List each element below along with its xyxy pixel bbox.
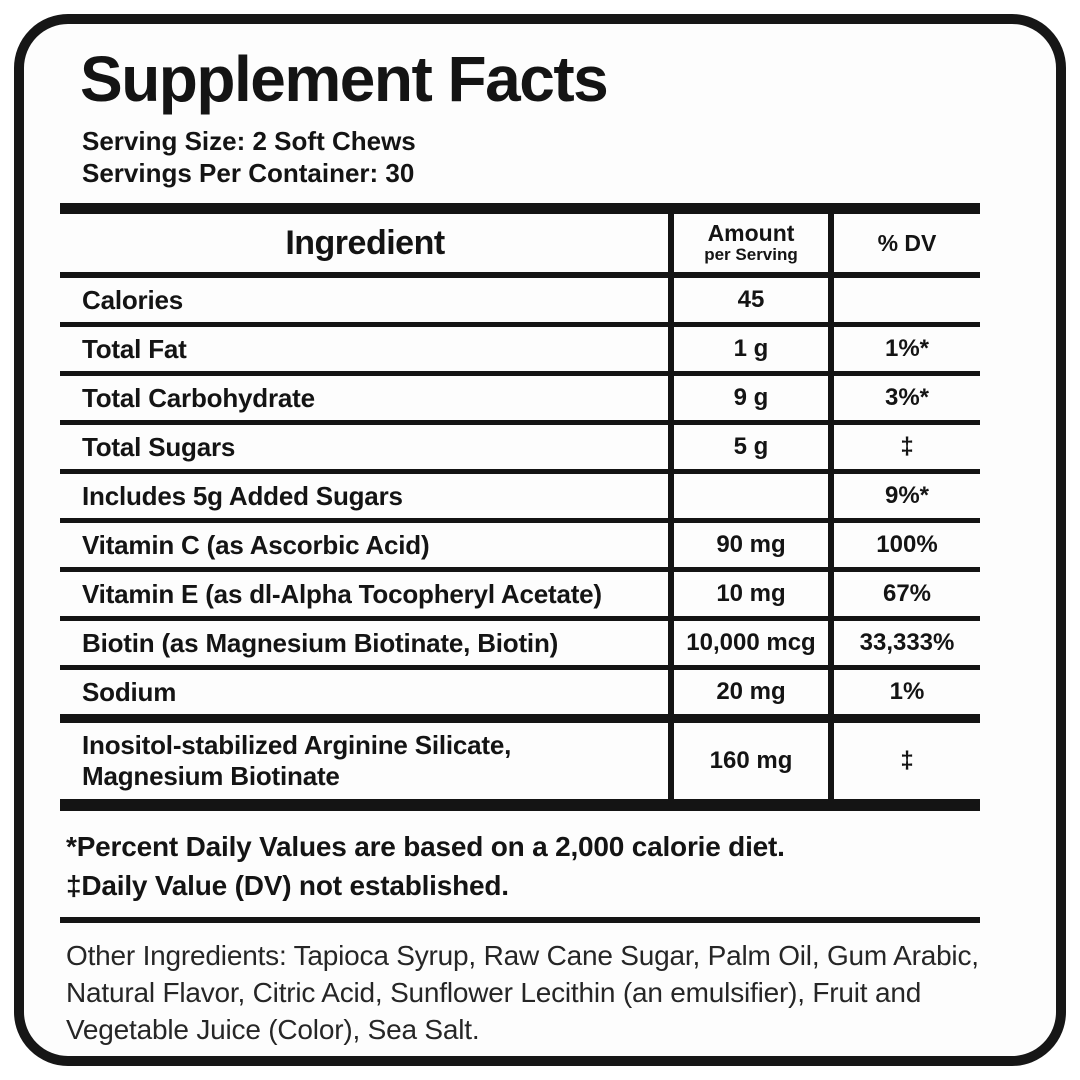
other-ingredients-text: Other Ingredients: Tapioca Syrup, Raw Ca… [66,940,979,1046]
ingredient-name: Includes 5g Added Sugars [82,480,403,511]
table-row-added-sugars: Includes 5g Added Sugars 9%* [60,474,980,518]
row-divider [60,616,980,622]
footnote-daily-values: *Percent Daily Values are based on a 2,0… [66,831,785,863]
column-divider-1 [668,203,674,812]
amount-value: 20 mg [716,678,786,706]
col-header-dv: % DV [877,229,937,256]
row-divider [60,272,980,279]
ingredient-name: Total Sugars [82,431,236,462]
ingredient-name: Total Carbohydrate [82,382,315,413]
table-row-total-fat: Total Fat 1 g 1%* [60,327,980,371]
serving-info: Serving Size: 2 Soft Chews Servings Per … [82,125,1056,189]
row-divider-heavy [60,714,980,724]
footnotes: *Percent Daily Values are based on a 2,0… [66,827,966,905]
column-divider-2 [828,203,834,812]
col-header-amount-sub: per Serving [704,245,798,265]
amount-value: 10,000 mcg [686,629,816,657]
ingredient-name: Total Fat [82,333,187,364]
table-bottom-bar [60,799,980,812]
dv-value: ‡ [900,747,914,775]
col-header-amount-top: Amount [707,220,795,247]
dv-value [834,278,980,322]
dv-value: 67% [882,580,932,608]
ingredient-name: Biotin (as Magnesium Biotinate, Biotin) [82,627,559,658]
serving-size: Serving Size: 2 Soft Chews [82,126,416,157]
ingredient-name: Calories [82,284,184,315]
dv-value: 100% [876,531,938,559]
table-row-vitamin-e: Vitamin E (as dl-Alpha Tocopheryl Acetat… [60,572,980,616]
servings-per-container: Servings Per Container: 30 [82,158,415,189]
dv-value: 3%* [884,384,930,412]
ingredient-name: Vitamin E (as dl-Alpha Tocopheryl Acetat… [82,578,602,609]
supplement-facts-table: Ingredient Amount per Serving % DV Calor… [60,203,980,812]
table-row-calories: Calories 45 [60,278,980,322]
amount-value: 5 g [733,433,769,461]
row-divider [60,665,980,671]
row-divider [60,567,980,573]
dv-value: 1%* [884,335,930,363]
row-divider [60,420,980,426]
supplement-facts-label: Supplement Facts Serving Size: 2 Soft Ch… [14,14,1066,1066]
row-divider [60,371,980,377]
amount-value: 160 mg [709,747,793,775]
amount-value [674,474,828,518]
dv-value: ‡ [900,433,914,461]
row-divider [60,518,980,524]
amount-value: 9 g [733,384,769,412]
ingredient-name: Vitamin C (as Ascorbic Acid) [82,529,430,560]
table-row-total-sugars: Total Sugars 5 g ‡ [60,425,980,469]
ingredient-name: Sodium [82,676,177,707]
footnote-divider [60,917,980,924]
amount-value: 10 mg [716,580,786,608]
dv-value: 33,333% [859,629,955,657]
row-divider [60,322,980,328]
footnote-dv-not-established: ‡Daily Value (DV) not established. [66,870,509,902]
table-header-row: Ingredient Amount per Serving % DV [60,214,980,272]
dv-value: 9%* [884,482,930,510]
amount-value: 45 [737,286,765,314]
label-title: Supplement Facts [80,43,609,115]
col-header-ingredient: Ingredient [285,223,445,262]
table-row-inositol-arginine-silicate: Inositol-stabilized Arginine Silicate, M… [60,723,980,799]
table-row-biotin: Biotin (as Magnesium Biotinate, Biotin) … [60,621,980,665]
row-divider [60,469,980,475]
ingredient-name: Inositol-stabilized Arginine Silicate, M… [82,730,512,792]
table-row-sodium: Sodium 20 mg 1% [60,670,980,714]
col-header-amount: Amount per Serving [674,214,828,272]
table-top-bar [60,203,980,215]
table-row-total-carbohydrate: Total Carbohydrate 9 g 3%* [60,376,980,420]
amount-value: 90 mg [716,531,786,559]
table-row-vitamin-c: Vitamin C (as Ascorbic Acid) 90 mg 100% [60,523,980,567]
amount-value: 1 g [733,335,769,363]
dv-value: 1% [889,678,925,706]
